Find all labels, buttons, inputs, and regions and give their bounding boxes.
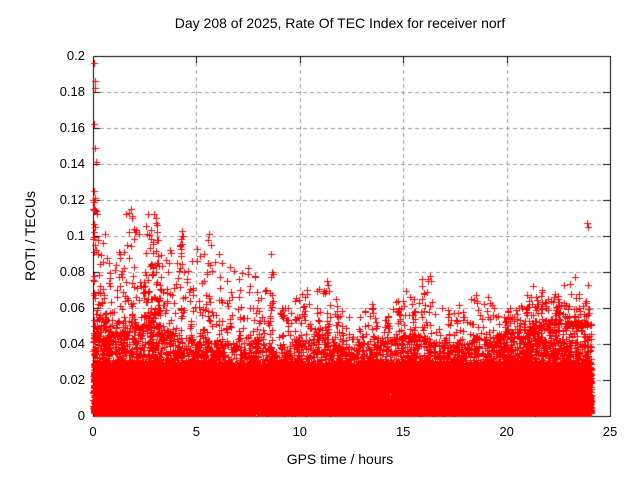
y-tick-label: 0.2 — [66, 48, 85, 63]
y-tick-label: 0.18 — [59, 84, 85, 99]
x-tick-label: 0 — [89, 424, 97, 439]
x-axis-title: GPS time / hours — [286, 451, 394, 467]
y-tick-label: 0.14 — [59, 156, 85, 171]
y-tick-label: 0 — [77, 408, 85, 423]
x-tick-label: 10 — [292, 424, 308, 439]
x-tick-label: 25 — [602, 424, 618, 439]
y-tick-label: 0.08 — [59, 264, 85, 279]
x-tick-label: 5 — [192, 424, 200, 439]
y-tick-label: 0.12 — [59, 192, 85, 207]
y-tick-label: 0.02 — [59, 372, 85, 387]
y-tick-label: 0.04 — [59, 336, 85, 351]
y-tick-label: 0.1 — [66, 228, 85, 243]
x-tick-label: 20 — [499, 424, 514, 439]
chart-title: Day 208 of 2025, Rate Of TEC Index for r… — [174, 15, 506, 31]
y-tick-label: 0.06 — [59, 300, 85, 315]
y-tick-label: 0.16 — [59, 120, 85, 135]
x-tick-label: 15 — [395, 424, 411, 439]
